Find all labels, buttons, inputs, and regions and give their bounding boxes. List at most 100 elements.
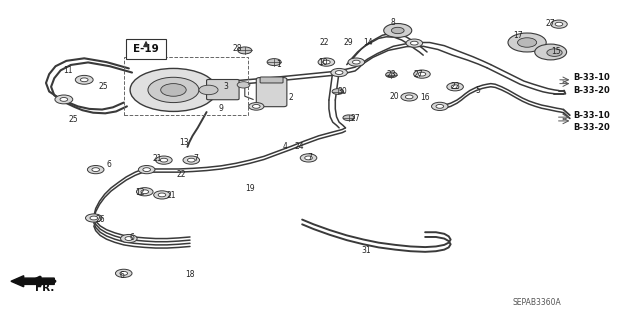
Text: 21: 21: [167, 191, 176, 200]
Text: SEPAB3360A: SEPAB3360A: [512, 298, 561, 307]
Text: 1: 1: [276, 60, 281, 69]
Circle shape: [183, 156, 200, 164]
Circle shape: [248, 103, 264, 110]
Circle shape: [88, 166, 104, 174]
Circle shape: [436, 105, 444, 108]
Circle shape: [386, 72, 397, 78]
Circle shape: [267, 59, 281, 66]
Circle shape: [353, 60, 360, 64]
Circle shape: [401, 93, 417, 101]
Circle shape: [332, 89, 344, 94]
Text: 23: 23: [387, 70, 396, 79]
Text: 30: 30: [337, 87, 347, 96]
Text: 22: 22: [451, 82, 460, 91]
Text: 27: 27: [413, 70, 423, 78]
Circle shape: [156, 156, 172, 164]
Circle shape: [431, 102, 448, 110]
Text: 6: 6: [129, 234, 134, 242]
Circle shape: [160, 158, 168, 162]
Circle shape: [418, 72, 426, 76]
Circle shape: [535, 44, 566, 60]
Text: 13: 13: [179, 137, 189, 147]
Circle shape: [158, 193, 166, 197]
Text: 19: 19: [245, 184, 255, 193]
Text: 7: 7: [193, 154, 198, 163]
Text: 6: 6: [120, 271, 124, 280]
Text: 6: 6: [106, 160, 111, 169]
Circle shape: [115, 269, 132, 278]
Circle shape: [138, 166, 155, 174]
Circle shape: [60, 98, 68, 101]
Circle shape: [136, 188, 153, 196]
Text: 21: 21: [153, 154, 163, 163]
Circle shape: [90, 216, 98, 220]
Circle shape: [318, 58, 335, 66]
Text: 29: 29: [344, 38, 353, 47]
Text: 3: 3: [223, 82, 228, 91]
FancyArrow shape: [11, 276, 54, 287]
Circle shape: [413, 70, 430, 78]
Circle shape: [120, 234, 137, 243]
Text: 28: 28: [232, 44, 242, 53]
Circle shape: [252, 105, 260, 108]
Text: 2: 2: [289, 93, 294, 102]
Circle shape: [143, 168, 150, 172]
Circle shape: [305, 156, 312, 160]
Circle shape: [199, 85, 218, 95]
Circle shape: [130, 69, 217, 111]
Text: 26: 26: [95, 215, 105, 224]
Circle shape: [76, 75, 93, 84]
Circle shape: [343, 115, 355, 121]
Circle shape: [392, 27, 404, 33]
Circle shape: [323, 60, 330, 64]
Text: 24: 24: [294, 142, 304, 151]
Text: 11: 11: [63, 66, 73, 76]
Text: 15: 15: [551, 47, 561, 56]
Circle shape: [161, 84, 186, 96]
Text: 4: 4: [282, 142, 287, 151]
Text: 7: 7: [307, 153, 312, 162]
Circle shape: [154, 191, 170, 199]
FancyBboxPatch shape: [207, 79, 239, 100]
Text: 17: 17: [513, 31, 522, 40]
Text: 20: 20: [390, 93, 399, 101]
Text: E-19: E-19: [133, 44, 159, 54]
Text: 25: 25: [68, 115, 78, 123]
Text: 10: 10: [317, 58, 328, 67]
Text: B-33-10
B-33-20: B-33-10 B-33-20: [573, 73, 611, 95]
Circle shape: [148, 77, 199, 103]
Circle shape: [300, 154, 317, 162]
Text: 22: 22: [319, 38, 328, 47]
Circle shape: [447, 83, 463, 91]
Circle shape: [547, 49, 562, 56]
Circle shape: [550, 20, 567, 28]
Text: 5: 5: [476, 86, 481, 95]
Circle shape: [348, 58, 365, 66]
Circle shape: [141, 190, 148, 194]
Circle shape: [92, 168, 100, 172]
FancyBboxPatch shape: [260, 77, 283, 83]
Text: 27: 27: [351, 114, 360, 123]
Text: 25: 25: [99, 82, 108, 91]
Text: FR.: FR.: [35, 283, 54, 293]
Text: 12: 12: [136, 188, 145, 197]
Circle shape: [451, 85, 459, 89]
Text: 22: 22: [177, 170, 186, 179]
Circle shape: [508, 33, 546, 52]
Text: 31: 31: [362, 246, 371, 255]
FancyBboxPatch shape: [256, 78, 287, 107]
Circle shape: [331, 69, 348, 77]
Text: 16: 16: [420, 93, 430, 102]
Circle shape: [335, 70, 343, 74]
Circle shape: [120, 271, 127, 275]
Text: 27: 27: [546, 19, 556, 28]
Circle shape: [405, 95, 413, 99]
Circle shape: [86, 214, 102, 222]
Text: 9: 9: [219, 104, 223, 113]
Circle shape: [125, 237, 132, 241]
Circle shape: [518, 38, 537, 47]
Circle shape: [238, 47, 252, 54]
Circle shape: [81, 78, 88, 82]
Circle shape: [384, 24, 412, 37]
Text: 8: 8: [390, 19, 395, 27]
